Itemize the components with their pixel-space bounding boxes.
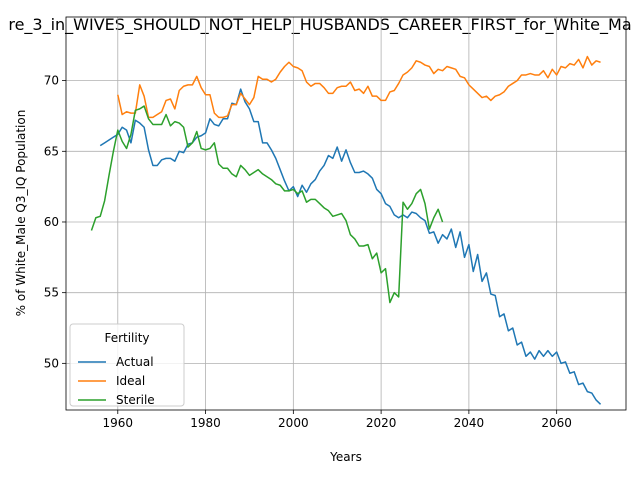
x-tick-label: 2040 <box>454 416 485 430</box>
y-axis-label: % of White_Male Q3_IQ Population <box>14 110 28 317</box>
x-axis-label: Years <box>329 450 362 464</box>
x-tick-label: 2020 <box>366 416 397 430</box>
legend-label: Actual <box>116 355 154 369</box>
series-line <box>117 55 601 119</box>
series-line <box>99 88 602 405</box>
x-tick-label: 2000 <box>278 416 309 430</box>
legend: Fertility Actual Ideal Sterile <box>69 323 185 407</box>
x-tick-label: 1980 <box>190 416 221 430</box>
legend-label: Ideal <box>116 374 145 388</box>
x-tick-label: 1960 <box>103 416 134 430</box>
y-tick-label: 55 <box>44 286 59 300</box>
series-line <box>90 105 444 304</box>
y-tick-label: 65 <box>44 144 59 158</box>
legend-label: Sterile <box>116 393 155 407</box>
axes-frame <box>65 16 627 411</box>
chart-title: re_3_in_WIVES_SHOULD_NOT_HELP_HUSBANDS_C… <box>8 15 631 35</box>
legend-title: Fertility <box>104 331 149 345</box>
y-tick-label: 70 <box>44 74 59 88</box>
x-tick-label: 2060 <box>541 416 572 430</box>
y-tick-label: 60 <box>44 215 59 229</box>
y-tick-label: 50 <box>44 356 59 370</box>
legend-box <box>69 323 185 407</box>
